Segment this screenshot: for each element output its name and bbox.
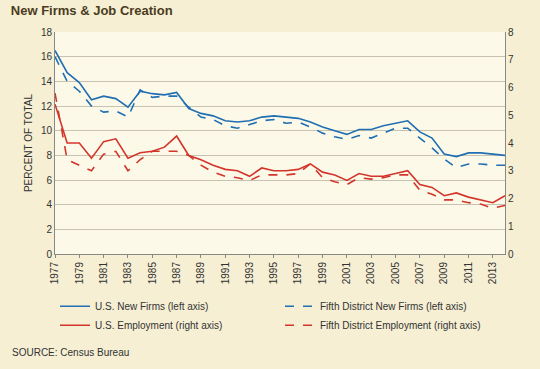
svg-text:2: 2 [46,224,52,235]
svg-text:16: 16 [41,51,53,62]
svg-text:2: 2 [508,193,514,204]
svg-text:SOURCE: Census Bureau: SOURCE: Census Bureau [12,347,129,358]
svg-text:0: 0 [46,249,52,260]
svg-text:2005: 2005 [390,262,401,285]
svg-text:8: 8 [46,150,52,161]
svg-text:3: 3 [508,165,514,176]
svg-text:1: 1 [508,221,514,232]
svg-text:1979: 1979 [74,262,85,285]
svg-text:1991: 1991 [220,262,231,285]
svg-text:4: 4 [508,138,514,149]
svg-text:PERCENT OF TOTAL: PERCENT OF TOTAL [23,93,34,192]
svg-text:1977: 1977 [49,262,60,285]
svg-text:Fifth District New Firms (left: Fifth District New Firms (left axis) [320,301,467,312]
svg-text:1981: 1981 [98,262,109,285]
svg-text:2009: 2009 [438,262,449,285]
svg-text:1983: 1983 [122,262,133,285]
svg-text:U.S. Employment (right axis): U.S. Employment (right axis) [95,320,222,331]
svg-text:12: 12 [41,101,53,112]
svg-text:Fifth District Employment (rig: Fifth District Employment (right axis) [320,320,481,331]
svg-text:2001: 2001 [341,262,352,285]
svg-text:18: 18 [41,27,53,38]
svg-text:U.S. New Firms (left axis): U.S. New Firms (left axis) [95,301,208,312]
svg-text:7: 7 [508,54,514,65]
svg-text:1985: 1985 [147,262,158,285]
svg-text:14: 14 [41,76,53,87]
svg-text:0: 0 [508,249,514,260]
svg-text:1997: 1997 [292,262,303,285]
svg-text:1993: 1993 [244,262,255,285]
svg-text:4: 4 [46,199,52,210]
svg-text:2011: 2011 [463,262,474,284]
svg-text:5: 5 [508,110,514,121]
svg-text:1995: 1995 [268,262,279,285]
svg-text:2003: 2003 [365,262,376,285]
svg-text:10: 10 [41,125,53,136]
svg-text:6: 6 [46,175,52,186]
svg-text:8: 8 [508,27,514,38]
svg-text:1987: 1987 [171,262,182,285]
svg-text:1989: 1989 [195,262,206,285]
svg-text:New Firms & Job Creation: New Firms & Job Creation [11,3,173,18]
svg-text:1999: 1999 [317,262,328,285]
svg-text:2013: 2013 [487,262,498,285]
svg-text:6: 6 [508,82,514,93]
svg-text:2007: 2007 [414,262,425,285]
